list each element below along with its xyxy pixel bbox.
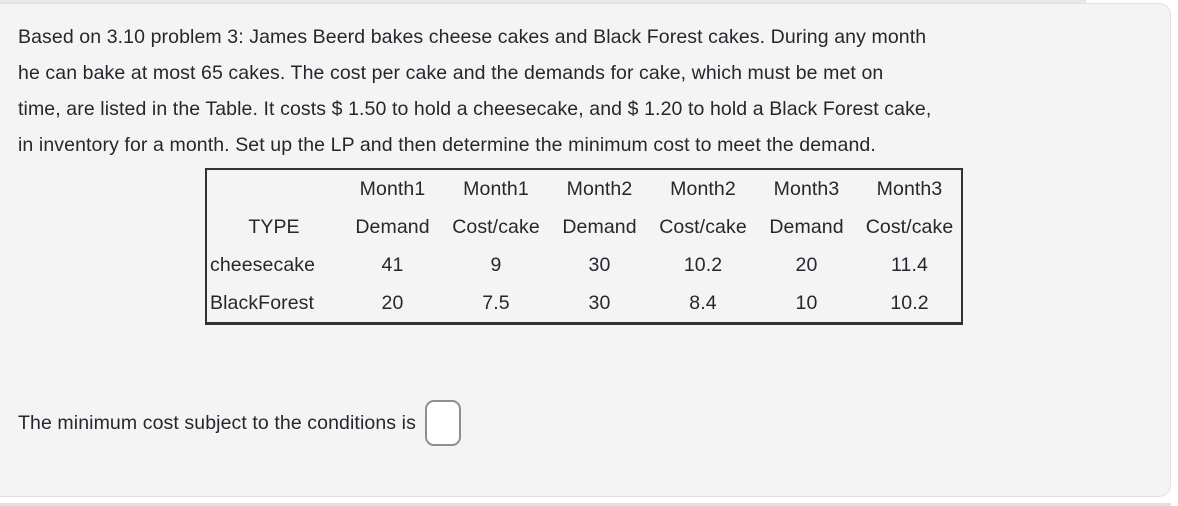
table-header-month-row: Month1 Month1 Month2 Month2 Month3 Month… xyxy=(206,169,962,208)
answer-input[interactable] xyxy=(424,400,461,446)
table-header-type-row: TYPE Demand Cost/cake Demand Cost/cake D… xyxy=(206,208,962,246)
value-cell: 7.5 xyxy=(482,291,510,314)
header-cell: Month3 xyxy=(876,177,943,200)
header-cell: Month1 xyxy=(463,177,529,200)
problem-statement: Based on 3.10 problem 3: James Beerd bak… xyxy=(18,19,931,163)
header-cell: Month2 xyxy=(566,177,633,200)
header-cell: Month1 xyxy=(359,177,426,200)
value-cell: 20 xyxy=(381,291,404,314)
value-cell: 9 xyxy=(490,253,502,276)
header-cell: Cost/cake xyxy=(452,215,540,238)
header-cell xyxy=(206,169,341,208)
value-cell: 10 xyxy=(795,291,818,314)
header-cell: Cost/cake xyxy=(865,215,954,238)
value-cell: 20 xyxy=(795,253,818,276)
header-cell: TYPE xyxy=(248,215,300,238)
cost-demand-table: Month1 Month1 Month2 Month2 Month3 Month… xyxy=(205,168,963,325)
header-cell: Demand xyxy=(562,215,637,238)
problem-line: he can bake at most 65 cakes. The cost p… xyxy=(18,62,884,84)
header-cell: Demand xyxy=(769,215,844,238)
problem-line: time, are listed in the Table. It costs … xyxy=(18,98,932,120)
answer-row: The minimum cost subject to the conditio… xyxy=(18,399,461,447)
header-cell: Month2 xyxy=(670,177,736,200)
question-card xyxy=(0,3,1171,497)
table-row: BlackForest 20 7.5 30 8.4 10 10.2 xyxy=(206,284,962,324)
value-cell: 10.2 xyxy=(683,253,723,276)
header-cell: Cost/cake xyxy=(659,215,747,238)
table-row: cheesecake 41 9 30 10.2 20 11.4 xyxy=(206,246,962,284)
adjacent-card-edge-bottom xyxy=(0,503,1171,506)
adjacent-card-edge-top xyxy=(0,0,1086,3)
value-cell: 11.4 xyxy=(891,253,928,276)
value-cell: 30 xyxy=(588,253,611,276)
value-cell: 30 xyxy=(588,291,611,314)
row-label-cell: BlackForest xyxy=(210,291,315,314)
answer-prompt: The minimum cost subject to the conditio… xyxy=(18,411,416,434)
value-cell: 41 xyxy=(381,253,404,276)
row-label-cell: cheesecake xyxy=(210,253,316,276)
problem-line: Based on 3.10 problem 3: James Beerd bak… xyxy=(18,26,927,48)
header-cell: Month3 xyxy=(773,177,840,200)
header-cell: Demand xyxy=(355,215,430,238)
value-cell: 8.4 xyxy=(689,291,717,314)
problem-line: in inventory for a month. Set up the LP … xyxy=(18,134,876,156)
value-cell: 10.2 xyxy=(890,291,929,314)
